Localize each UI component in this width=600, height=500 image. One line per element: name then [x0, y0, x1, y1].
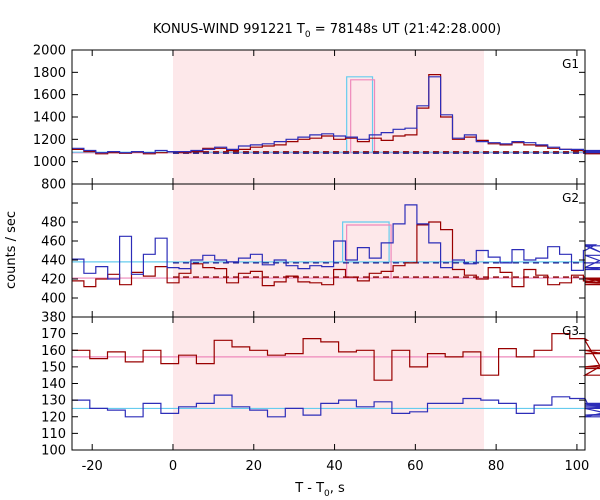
panel-g2-y-tick-label: 480	[41, 216, 66, 231]
panel-g3-label: G3	[562, 324, 579, 338]
panel-g2-y-tick-label: 420	[41, 273, 66, 288]
panel-g3-y-tick-label: 120	[41, 410, 66, 425]
x-tick-label: 80	[488, 459, 505, 474]
panel-g1-series-blue	[72, 76, 600, 154]
x-tick-label: 60	[407, 459, 424, 474]
panel-g3-y-tick-label: 140	[41, 377, 66, 392]
panel-g1-y-tick-label: 800	[41, 178, 66, 193]
panel-g2-y-tick-label: 380	[41, 311, 66, 326]
panel-g1-label: G1	[562, 57, 579, 71]
burst-interval-highlight	[172, 50, 485, 450]
panel-g2-y-tick-label: 440	[41, 254, 66, 269]
y-axis-title: counts / sec	[4, 211, 19, 289]
panel-g3-y-tick-label: 100	[41, 444, 66, 459]
panel-g1-burst-marker-blue	[346, 76, 374, 153]
panel-g2-y-tick-label: 400	[41, 292, 66, 307]
panel-g3-y-tick-label: 150	[41, 360, 66, 375]
panel-g3-y-tick-label: 130	[41, 394, 66, 409]
panel-g3-y-tick-label: 160	[41, 344, 66, 359]
panel-g1-burst-marker-red	[350, 79, 376, 153]
x-tick-label: 40	[326, 459, 343, 474]
panel-g3-series-blue	[72, 394, 600, 418]
panel-g1-y-tick-label: 1800	[33, 66, 66, 81]
panel-g2-label: G2	[562, 191, 579, 205]
panel-g2-burst-marker-red	[346, 224, 392, 279]
panel-g1-y-tick-label: 1600	[33, 88, 66, 103]
x-tick-label: 20	[245, 459, 262, 474]
panel-g3-series-red	[72, 333, 600, 381]
panel-g2-series-red	[72, 221, 600, 288]
panel-g3-y-tick-label: 170	[41, 327, 66, 342]
panel-g2-y-tick-label: 460	[41, 235, 66, 250]
x-tick-label: 100	[565, 459, 590, 474]
panel-g1-y-tick-label: 2000	[33, 44, 66, 59]
panel-g1-y-tick-label: 1000	[33, 155, 66, 170]
panel-g2-burst-marker-blue	[342, 221, 390, 262]
panel-g3-y-tick-label: 110	[41, 427, 66, 442]
panel-g2-series-blue	[72, 204, 600, 280]
x-tick-label: 0	[169, 459, 177, 474]
x-axis-title: T - T0, s	[294, 481, 345, 499]
panel-g1-y-tick-label: 1200	[33, 133, 66, 148]
panel-g1-y-tick-label: 1400	[33, 111, 66, 126]
x-tick-label: -20	[82, 459, 103, 474]
plot-area: 800100012001400160018002000G138040042044…	[33, 44, 600, 474]
chart-title: KONUS-WIND 991221 T0 = 78148s UT (21:42:…	[153, 22, 501, 40]
